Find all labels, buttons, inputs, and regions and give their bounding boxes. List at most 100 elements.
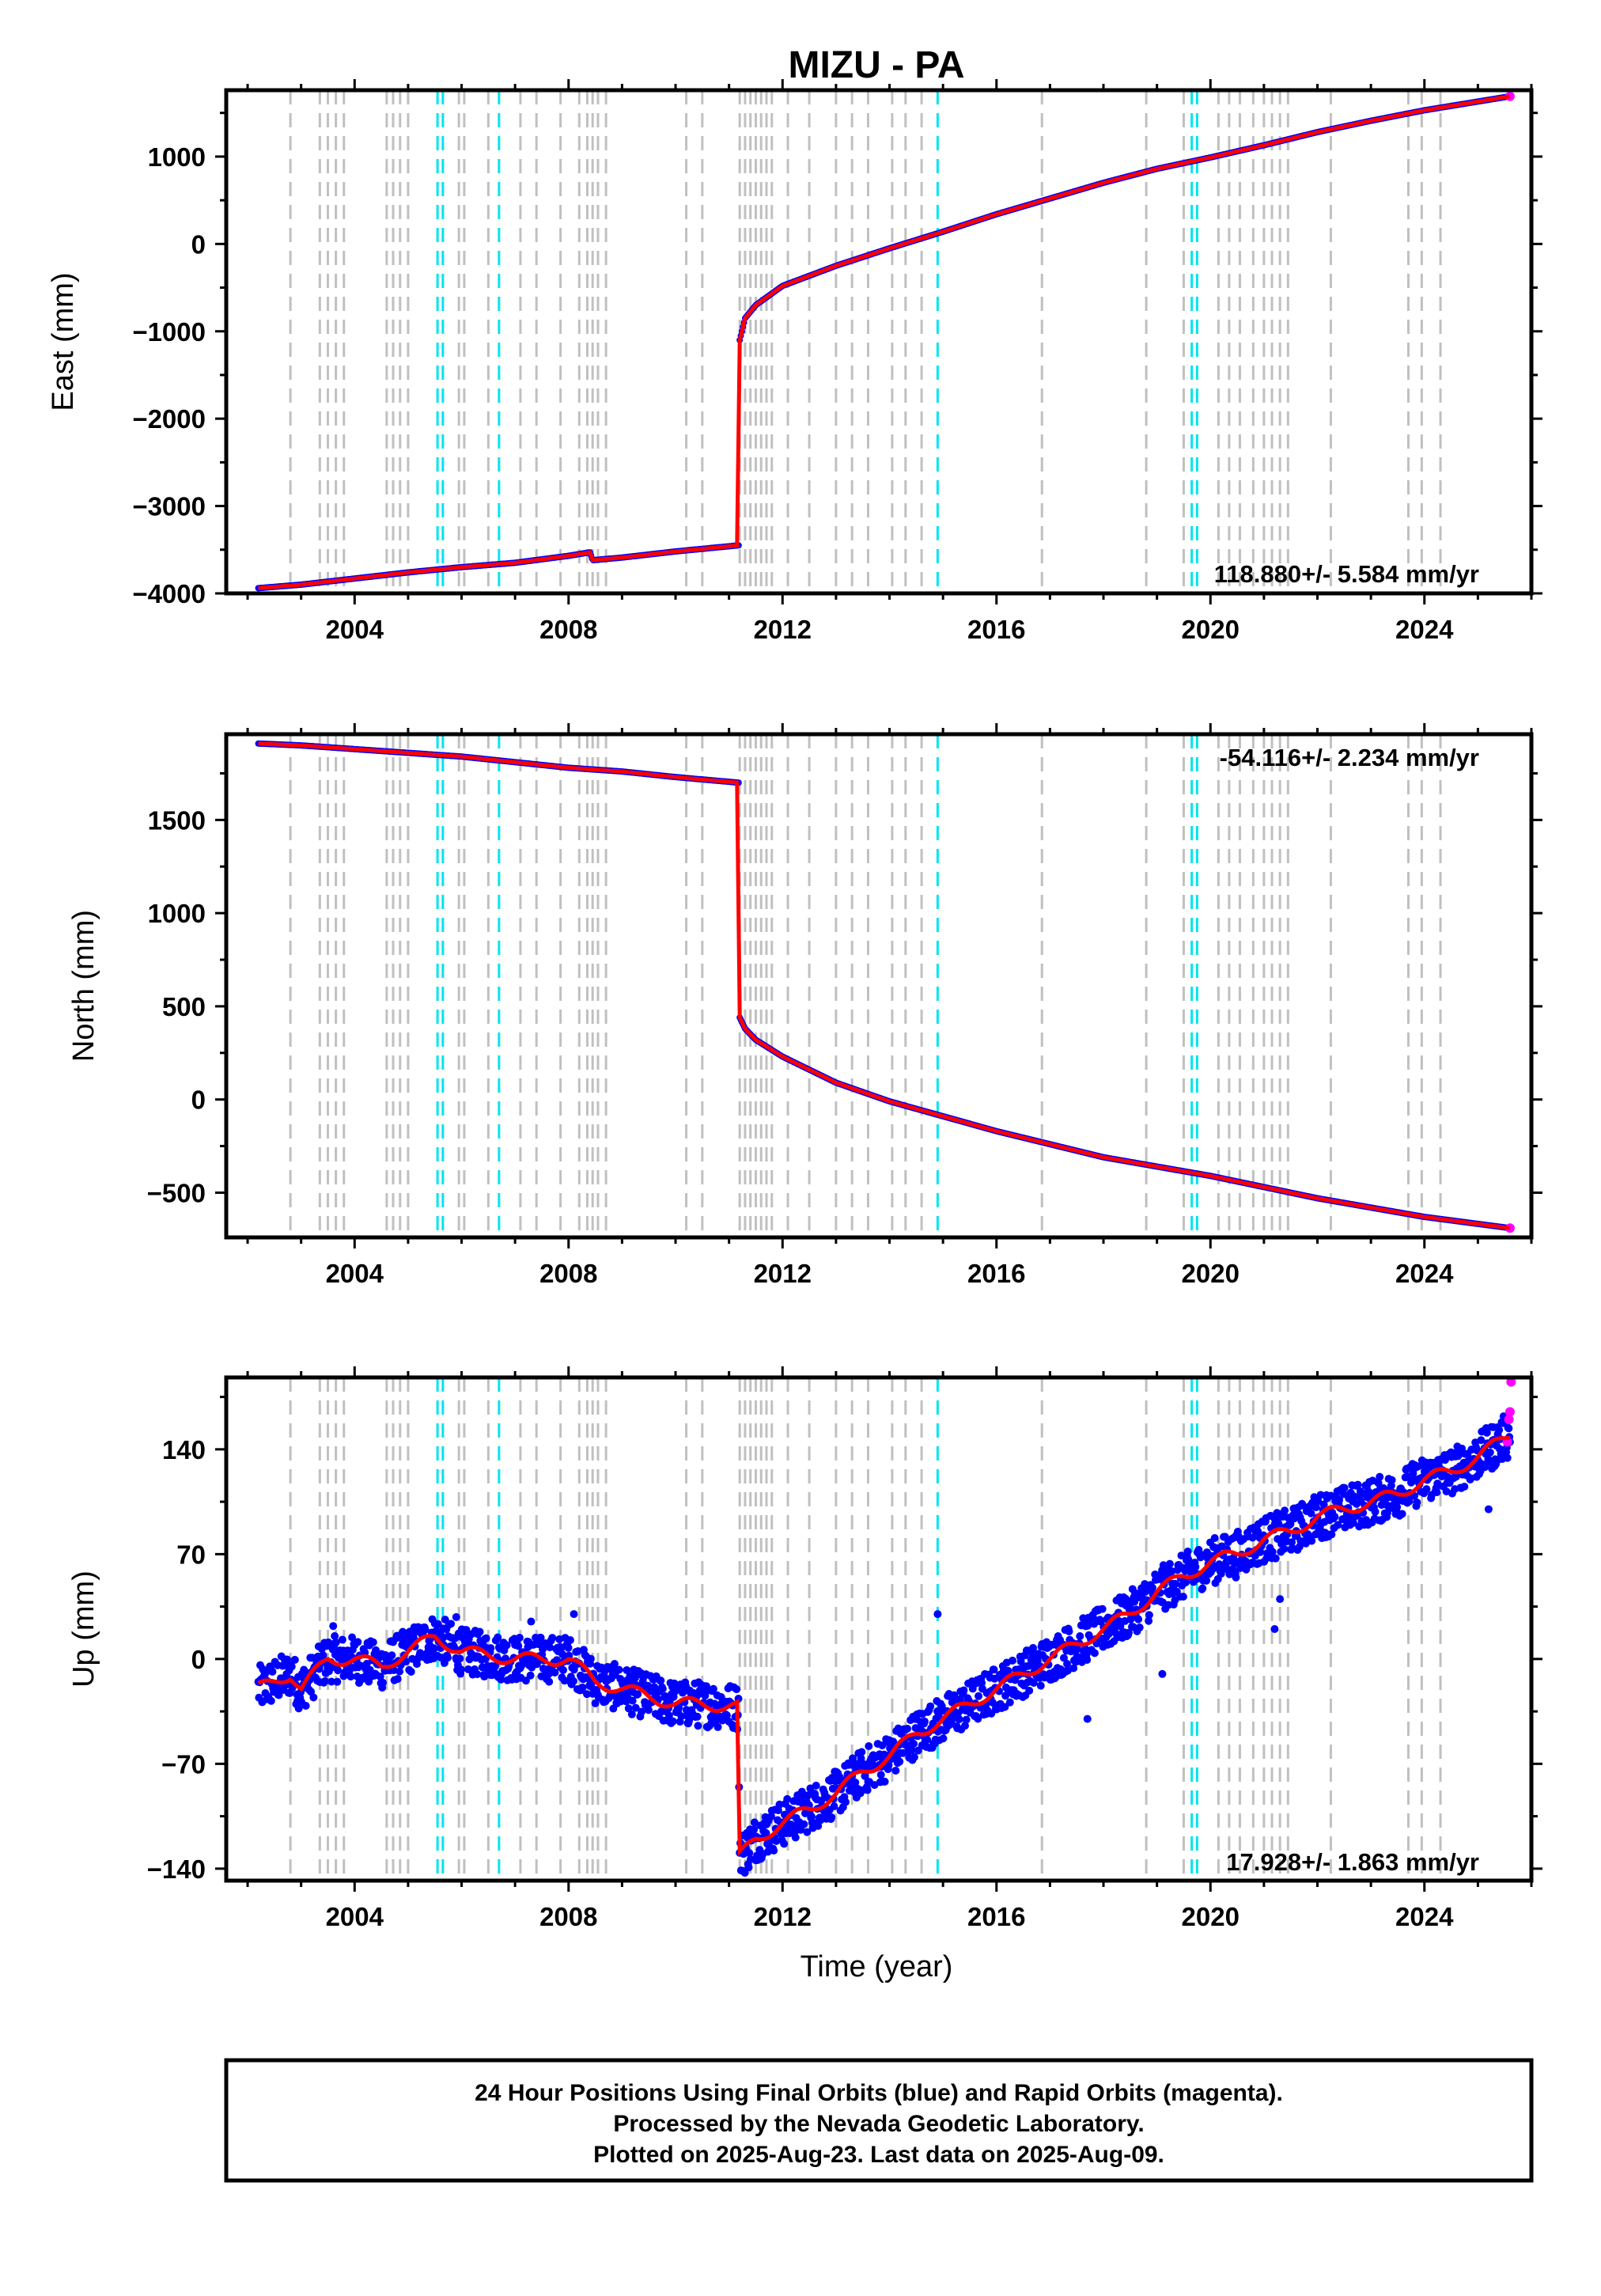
y-tick-label: 1000 [148,899,206,928]
data-point [1413,1498,1421,1506]
data-point [657,1677,665,1685]
data-point [670,1679,679,1688]
x-tick-label: 2012 [754,1902,812,1931]
data-point [783,1794,792,1803]
data-point [664,1711,673,1720]
north-panel: 2004 2008 2012 2016 2020 2024 1500 1000 500 0 −500… [67,723,1542,1288]
data-point [1281,1506,1289,1515]
data-point [787,1821,796,1829]
data-point [685,1716,694,1725]
x-tick-label: 2004 [326,1902,384,1931]
data-point [1083,1714,1092,1723]
data-point [827,1813,836,1821]
data-point [955,1715,963,1724]
data-point [1335,1495,1344,1504]
data-point [1371,1507,1380,1516]
data-point [975,1692,983,1700]
y-tick-label: −500 [147,1178,206,1207]
data-point [409,1634,418,1642]
data-point [770,1846,778,1855]
data-point [702,1688,710,1696]
data-point [959,1686,968,1695]
data-point [320,1677,329,1685]
data-point [338,1635,346,1644]
data-point [552,1656,561,1665]
data-point [327,1677,336,1686]
y-tick-label: −1000 [132,317,206,347]
data-point [933,1610,942,1619]
data-point [274,1691,283,1699]
data-point [732,1685,741,1694]
data-point [1076,1632,1084,1641]
data-point [407,1667,415,1676]
x-tick-label: 2024 [1395,1902,1454,1931]
data-point [1451,1472,1460,1481]
data-point [808,1813,816,1821]
y-tick-label: 0 [191,1085,206,1115]
data-point [745,1849,754,1858]
data-point [880,1777,889,1786]
data-point [693,1712,702,1721]
y-tick-label: −4000 [132,579,206,608]
x-tick-label: 2016 [967,1259,1025,1288]
data-point [1098,1605,1107,1613]
data-point [334,1666,343,1675]
plot-frame [224,88,1534,596]
data-point [1134,1615,1143,1623]
data-point [379,1678,387,1687]
data-point [668,1717,677,1726]
trend-line [258,94,1511,590]
data-point [634,1690,642,1699]
data-point [452,1612,460,1621]
data-point [1248,1533,1257,1542]
data-point [895,1757,904,1766]
data-point [473,1670,482,1679]
data-point [750,1818,759,1827]
data-point [1145,1616,1153,1625]
y-tick-label: 0 [191,229,206,259]
footer-line-1: 24 Hour Positions Using Final Orbits (bl… [475,2080,1283,2106]
data-point [521,1677,530,1685]
east-panel: 2004 2008 2012 2016 2020 2024 1000 0 −1000 −2000 −… [47,79,1542,644]
data-point [762,1828,770,1837]
data-point [533,1658,542,1666]
data-point [527,1617,536,1626]
data-point [780,1839,789,1848]
data-point [430,1644,438,1653]
data-point [800,1820,808,1828]
data-point [677,1712,686,1721]
footer-box [224,2058,1534,2183]
data-point [1016,1657,1025,1665]
data-point [578,1683,587,1692]
data-point [348,1633,357,1642]
data-point [623,1665,631,1674]
data-point [526,1671,535,1680]
data-point [1158,1669,1167,1678]
data-point [766,1812,775,1821]
data-point [1482,1428,1491,1437]
y-tick-label: 70 [176,1540,206,1569]
data-point [920,1717,929,1726]
data-point [923,1735,932,1744]
data-point [1319,1500,1328,1509]
data-point [586,1654,595,1663]
data-point [1495,1426,1504,1434]
data-point [1276,1595,1285,1604]
rapid-orbit-point [1506,1377,1516,1387]
data-point [1503,1453,1512,1462]
x-tick-label: 2016 [967,1902,1025,1931]
data-point [863,1786,872,1794]
data-point [570,1677,578,1685]
data-point [376,1673,384,1681]
data-point [1504,1424,1513,1433]
data-point [1254,1527,1262,1536]
data-point [610,1660,619,1669]
data-point [1314,1497,1323,1506]
x-tick-label: 2008 [539,1902,597,1931]
data-point [812,1781,820,1790]
x-tick-label: 2004 [326,615,384,644]
data-point [268,1667,277,1676]
x-tick-label: 2012 [754,1259,812,1288]
y-tick-label: −70 [161,1749,206,1779]
data-point [329,1622,338,1631]
